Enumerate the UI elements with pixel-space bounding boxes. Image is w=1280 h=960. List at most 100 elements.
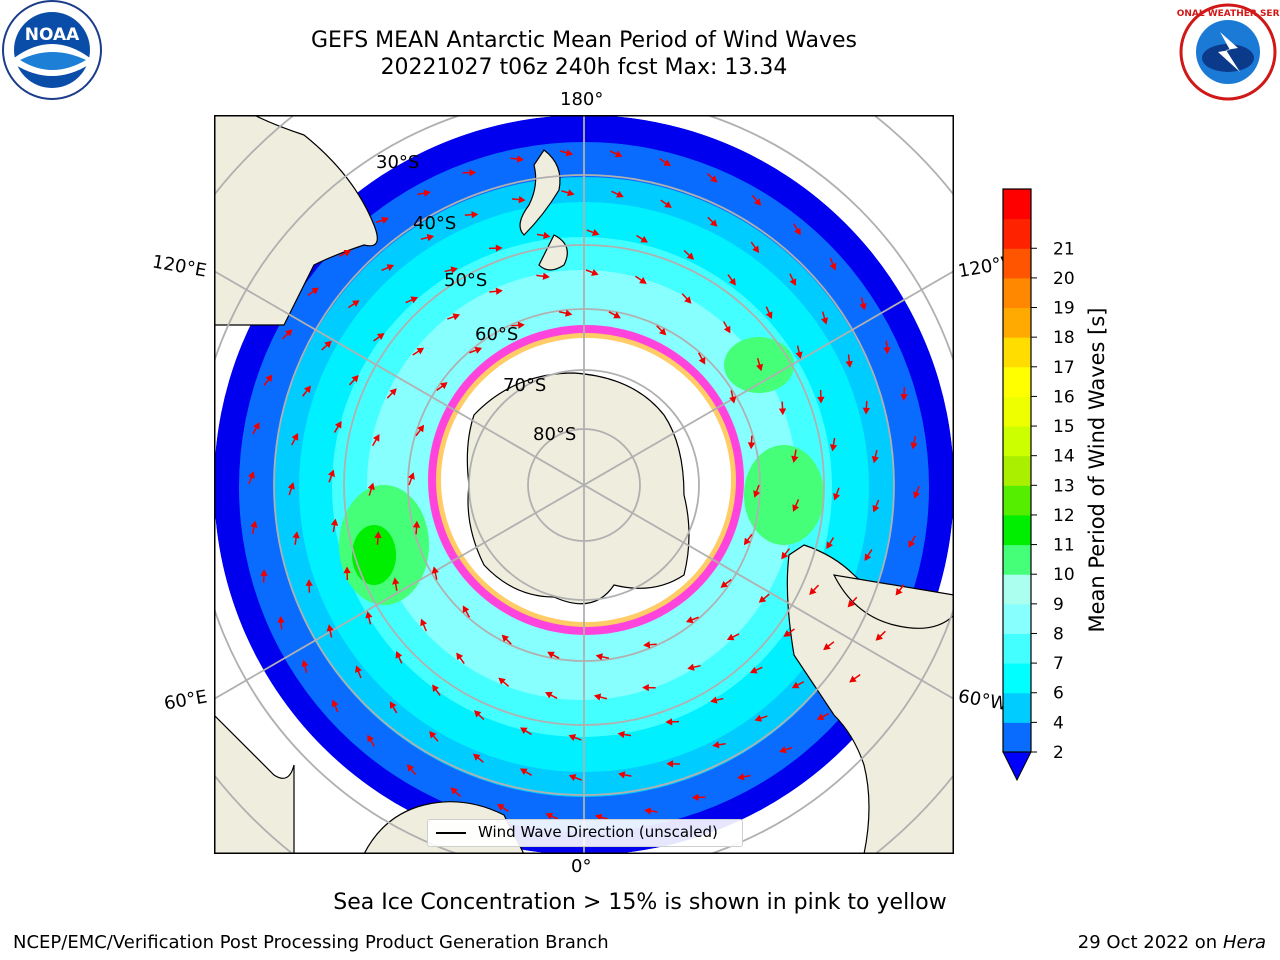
polar-map (214, 115, 954, 854)
lon-label-60e: 60°E (162, 686, 209, 715)
wave-arrow-head (343, 566, 351, 574)
wave-arrow-head (779, 746, 787, 754)
lon-label-180: 180° (560, 89, 604, 110)
wave-arrow-head (423, 189, 431, 197)
map-frame (214, 115, 954, 854)
wave-arrow-head (875, 633, 883, 641)
wave-arrow-head (334, 421, 342, 429)
legend-line-symbol (436, 832, 466, 834)
wave-arrow-head (326, 624, 334, 632)
wave-arrow-head (642, 683, 649, 692)
chart-title: GEFS MEAN Antarctic Mean Period of Wind … (311, 28, 857, 53)
colorbar-frame (1002, 188, 1032, 753)
wave-arrow-head (710, 175, 718, 183)
wave-arrow-head (417, 424, 425, 433)
wave-arrow-head (698, 356, 706, 365)
colorbar-tick-label: 20 (1053, 269, 1075, 289)
credit-line: NCEP/EMC/Verification Post Processing Pr… (13, 932, 609, 953)
wave-arrow-head (305, 579, 313, 586)
wave-arrow-head (568, 734, 577, 741)
wave-arrow-head (292, 531, 300, 539)
wave-arrow-head (710, 696, 718, 704)
wave-arrow-head (686, 252, 695, 260)
wave-arrow-head (845, 360, 853, 368)
wave-arrow-head (473, 710, 482, 718)
wave-arrow-head (291, 433, 299, 441)
colorbar-segment (1003, 633, 1031, 664)
wave-arrow-head (908, 540, 915, 548)
wave-arrow-head (754, 714, 763, 722)
wave-arrow-head (871, 455, 879, 464)
wave-arrow-head (250, 520, 258, 528)
wave-arrow-head (501, 634, 509, 642)
colorbar-tick-label: 13 (1053, 476, 1075, 496)
colorbar-segment (1003, 485, 1031, 516)
wave-arrow-head (351, 374, 359, 383)
wave-direction-arrows (247, 149, 921, 821)
colorbar-segment (1003, 455, 1031, 486)
legend-label: Wind Wave Direction (unscaled) (478, 823, 718, 841)
colorbar-tick-label: 11 (1053, 536, 1075, 556)
wave-arrow-head (900, 393, 908, 401)
wave-arrow-head (392, 577, 400, 585)
colorbar-label: Mean Period of Wind Waves [s] (1085, 307, 1109, 633)
wave-arrow-head (324, 340, 332, 349)
wave-arrow-head (665, 718, 673, 726)
wave-arrow-head (765, 311, 773, 320)
wave-arrow-head (545, 691, 553, 699)
wave-arrow-head (452, 313, 461, 321)
wave-arrow-head (474, 346, 483, 354)
colorbar: 2 4 6 7 8 9 10 11 12 13 14 15 16 17 18 19 20 21 (1002, 188, 1075, 782)
wave-arrow-head (817, 396, 825, 404)
colorbar-segment (1003, 603, 1031, 634)
wave-arrow-head (462, 605, 470, 614)
wave-arrow-head (568, 774, 577, 782)
colorbar-segment (1003, 337, 1031, 368)
wave-arrow-head (862, 407, 871, 415)
wave-arrow-head (567, 189, 575, 197)
wave-arrow-head (913, 491, 921, 499)
colorbar-segment (1003, 426, 1031, 457)
wave-arrow-head (395, 650, 403, 659)
wave-arrow-head (440, 382, 448, 390)
colorbar-tick-label: 7 (1053, 654, 1064, 674)
colorbar-tick-label: 12 (1053, 506, 1075, 526)
wave-arrow-head (594, 813, 603, 821)
wave-arrow-head (547, 651, 555, 659)
wave-arrow-head (450, 787, 458, 795)
wave-arrow-head (543, 231, 551, 240)
wave-arrow-head (829, 444, 838, 452)
wave-arrow-head (265, 374, 273, 383)
wave-arrow-head (783, 629, 792, 637)
wave-arrow-head (883, 347, 891, 355)
wave-arrow-head (833, 492, 840, 501)
colorbar-tick-label: 8 (1053, 624, 1064, 644)
wave-arrow-head (737, 773, 745, 781)
wave-arrow-head (684, 296, 692, 304)
wave-arrow-head (781, 551, 789, 560)
wave-arrow-head (471, 211, 479, 219)
colorbar-tick-label: 9 (1053, 595, 1064, 615)
wave-arrow-head (328, 469, 335, 478)
wave-arrow-head (829, 262, 837, 271)
colorbar-tick-label: 16 (1053, 387, 1075, 407)
wave-arrow-head (758, 595, 767, 603)
wave-arrow-head (640, 235, 648, 243)
noaa-logo-text: NOAA (25, 25, 80, 45)
wave-arrow-head (381, 216, 389, 224)
wave-arrow-head (618, 771, 626, 779)
wave-arrow-head (389, 701, 397, 709)
wave-arrow-head (542, 272, 550, 280)
wave-arrow-head (685, 616, 694, 624)
colorbar-tick-label: 14 (1053, 447, 1075, 467)
wave-arrow-head (450, 266, 458, 274)
wave-arrow-head (472, 753, 481, 761)
wave-arrow-head (260, 569, 268, 577)
graticule (214, 115, 954, 854)
wave-arrow-head (872, 504, 880, 513)
wave-arrow-head (743, 537, 751, 546)
wave-arrow-head (613, 311, 621, 319)
wave-arrow-head (644, 807, 652, 815)
wave-arrow-head (565, 149, 574, 157)
wave-arrow-head (416, 347, 425, 355)
